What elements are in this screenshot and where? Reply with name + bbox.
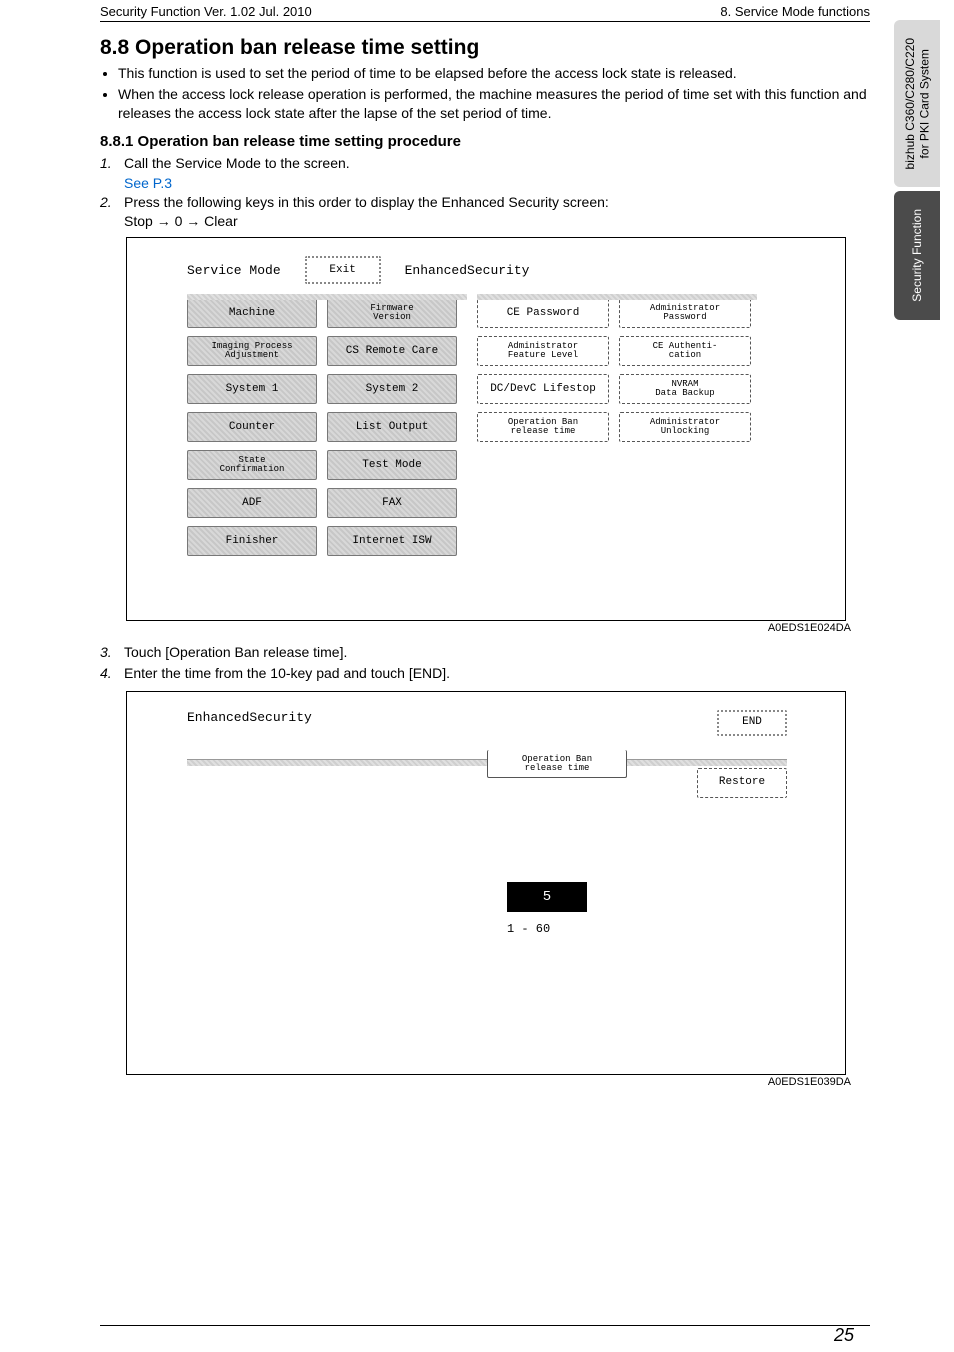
- srv-title: Service Mode: [187, 263, 281, 278]
- btn-csremote[interactable]: CS Remote Care: [327, 336, 457, 366]
- btn-adminunlock[interactable]: AdministratorUnlocking: [619, 412, 751, 442]
- btn-finisher[interactable]: Finisher: [187, 526, 317, 556]
- bullet-1: This function is used to set the period …: [118, 64, 870, 83]
- btn-adminpass[interactable]: AdministratorPassword: [619, 298, 751, 328]
- btn-adf[interactable]: ADF: [187, 488, 317, 518]
- header-right: 8. Service Mode functions: [720, 4, 870, 19]
- range-label: 1 - 60: [507, 922, 550, 936]
- btn-ceauth[interactable]: CE Authenti-cation: [619, 336, 751, 366]
- image-id-1: A0EDS1E024DA: [768, 622, 851, 634]
- step-4-text: Enter the time from the 10-key pad and t…: [124, 664, 450, 683]
- btn-adminfeature[interactable]: AdministratorFeature Level: [477, 336, 609, 366]
- exit-button[interactable]: Exit: [305, 256, 381, 284]
- restore-button[interactable]: Restore: [697, 768, 787, 798]
- step-num-1: 1.: [100, 154, 124, 173]
- step-3-text: Touch [Operation Ban release time].: [124, 643, 347, 662]
- heading-8-8: 8.8 Operation ban release time setting: [100, 36, 870, 60]
- es-title: EnhancedSecurity: [187, 710, 312, 725]
- side-tab-security: Security Function: [894, 191, 940, 320]
- btn-opban[interactable]: Operation Banrelease time: [477, 412, 609, 442]
- btn-cepassword[interactable]: CE Password: [477, 298, 609, 328]
- srv-mode-label: EnhancedSecurity: [405, 263, 530, 278]
- step-num-2: 2.: [100, 193, 124, 212]
- side-tab-model-l2: for PKI Card System: [917, 49, 931, 158]
- btn-fax[interactable]: FAX: [327, 488, 457, 518]
- step-2-text: Press the following keys in this order t…: [124, 193, 609, 212]
- screenshot-service-mode: Service Mode Exit EnhancedSecurity Machi…: [126, 237, 846, 621]
- btn-nvram[interactable]: NVRAMData Backup: [619, 374, 751, 404]
- bullet-2: When the access lock release operation i…: [118, 85, 870, 123]
- value-display: 5: [507, 882, 587, 912]
- btn-internetisw[interactable]: Internet ISW: [327, 526, 457, 556]
- btn-imaging[interactable]: Imaging ProcessAdjustment: [187, 336, 317, 366]
- image-id-2: A0EDS1E039DA: [768, 1076, 851, 1088]
- see-link[interactable]: See P.3: [124, 175, 870, 191]
- side-tab-model: bizhub C360/C280/C220 for PKI Card Syste…: [894, 20, 940, 187]
- opban-release-label: Operation Banrelease time: [487, 750, 627, 778]
- step-1-text: Call the Service Mode to the screen.: [124, 154, 350, 173]
- heading-8-8-1: 8.8.1 Operation ban release time setting…: [100, 133, 870, 150]
- btn-counter[interactable]: Counter: [187, 412, 317, 442]
- side-tab-model-l1: bizhub C360/C280/C220: [903, 38, 917, 169]
- header-left: Security Function Ver. 1.02 Jul. 2010: [100, 4, 312, 19]
- page-number: 25: [834, 1325, 854, 1346]
- footer-rule: [100, 1325, 870, 1326]
- btn-lifestop[interactable]: DC/DevC Lifestop: [477, 374, 609, 404]
- btn-machine[interactable]: Machine: [187, 298, 317, 328]
- screenshot-enhanced-security: EnhancedSecurity END Operation Banreleas…: [126, 691, 846, 1075]
- btn-system2[interactable]: System 2: [327, 374, 457, 404]
- key-sequence: Stop → 0 → Clear: [124, 213, 870, 229]
- end-button[interactable]: END: [717, 710, 787, 736]
- btn-state[interactable]: StateConfirmation: [187, 450, 317, 480]
- btn-listoutput[interactable]: List Output: [327, 412, 457, 442]
- btn-system1[interactable]: System 1: [187, 374, 317, 404]
- btn-firmware[interactable]: FirmwareVersion: [327, 298, 457, 328]
- step-num-3: 3.: [100, 643, 124, 662]
- step-num-4: 4.: [100, 664, 124, 683]
- btn-testmode[interactable]: Test Mode: [327, 450, 457, 480]
